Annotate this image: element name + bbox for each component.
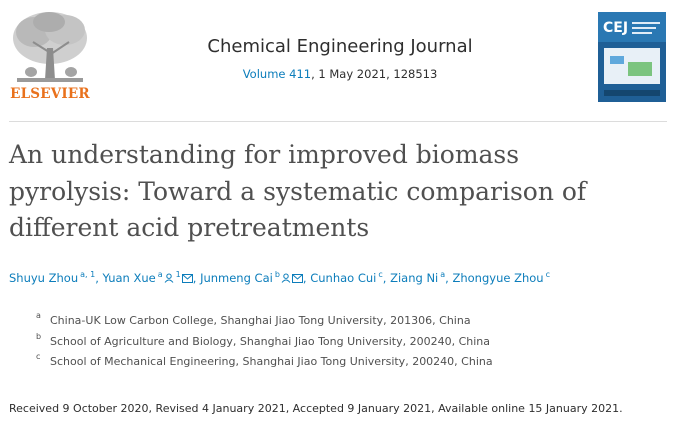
author-link[interactable]: Cunhao Cui [310, 271, 377, 285]
envelope-icon[interactable] [291, 274, 303, 283]
affiliation-item: c School of Mechanical Engineering, Shan… [36, 352, 656, 376]
affiliation-marker: b [36, 331, 42, 341]
person-icon[interactable] [281, 273, 291, 283]
author-list: Shuyu Zhou a, 1, Yuan Xue a 1, Junmeng Cai b… [9, 270, 550, 285]
author-affiliation-sup: a [440, 270, 446, 279]
affiliation-text: China-UK Low Carbon College, Shanghai Ji… [50, 314, 471, 327]
author-affiliation-sup: a, 1 [80, 270, 96, 279]
journal-title[interactable]: Chemical Engineering Journal [207, 36, 473, 57]
author-link[interactable]: Shuyu Zhou [9, 271, 79, 285]
affiliation-marker: a [36, 311, 41, 320]
journal-cover-thumbnail[interactable]: CEJ [598, 12, 666, 102]
article-header: ELSEVIER Chemical Engineering Journal Vo… [0, 0, 678, 122]
person-icon[interactable] [164, 273, 174, 283]
affiliation-list: a China-UK Low Carbon College, Shanghai … [36, 311, 656, 376]
article-title: An understanding for improved biomass py… [9, 137, 609, 247]
author-affiliation-sup: 1 [175, 270, 181, 279]
affiliation-text: School of Mechanical Engineering, Shangh… [50, 355, 493, 368]
cover-label: CEJ [603, 20, 628, 36]
author-link[interactable]: Zhongyue Zhou [452, 271, 544, 285]
article-title-line: An understanding for improved biomass [9, 140, 520, 169]
publisher-name[interactable]: ELSEVIER [10, 86, 90, 102]
citation-line: Volume 411, 1 May 2021, 128513 [160, 67, 520, 81]
envelope-icon[interactable] [181, 274, 193, 283]
author-link[interactable]: Yuan Xue [102, 271, 156, 285]
affiliation-item: a China-UK Low Carbon College, Shanghai … [36, 311, 656, 335]
author-affiliation-sup: a [157, 270, 163, 279]
citation-details: , 1 May 2021, 128513 [311, 67, 438, 81]
author-affiliation-sup: b [274, 270, 280, 279]
volume-link[interactable]: Volume 411 [242, 67, 312, 81]
author-link[interactable]: Junmeng Cai [200, 271, 273, 285]
article-title-line: pyrolysis: Toward a systematic compariso… [9, 176, 587, 206]
affiliation-text: School of Agriculture and Biology, Shang… [50, 334, 490, 348]
affiliation-item: b School of Agriculture and Biology, Sha… [36, 331, 656, 356]
article-history-dates: Received 9 October 2020, Revised 4 Janua… [9, 402, 623, 415]
author-affiliation-sup: c [378, 270, 383, 279]
author-affiliation-sup: c [545, 270, 550, 279]
author-link[interactable]: Ziang Ni [390, 271, 439, 285]
header-divider [9, 121, 667, 122]
affiliation-marker: c [36, 352, 41, 361]
article-title-line: different acid pretreatments [9, 213, 370, 242]
elsevier-tree-logo[interactable] [9, 8, 91, 104]
